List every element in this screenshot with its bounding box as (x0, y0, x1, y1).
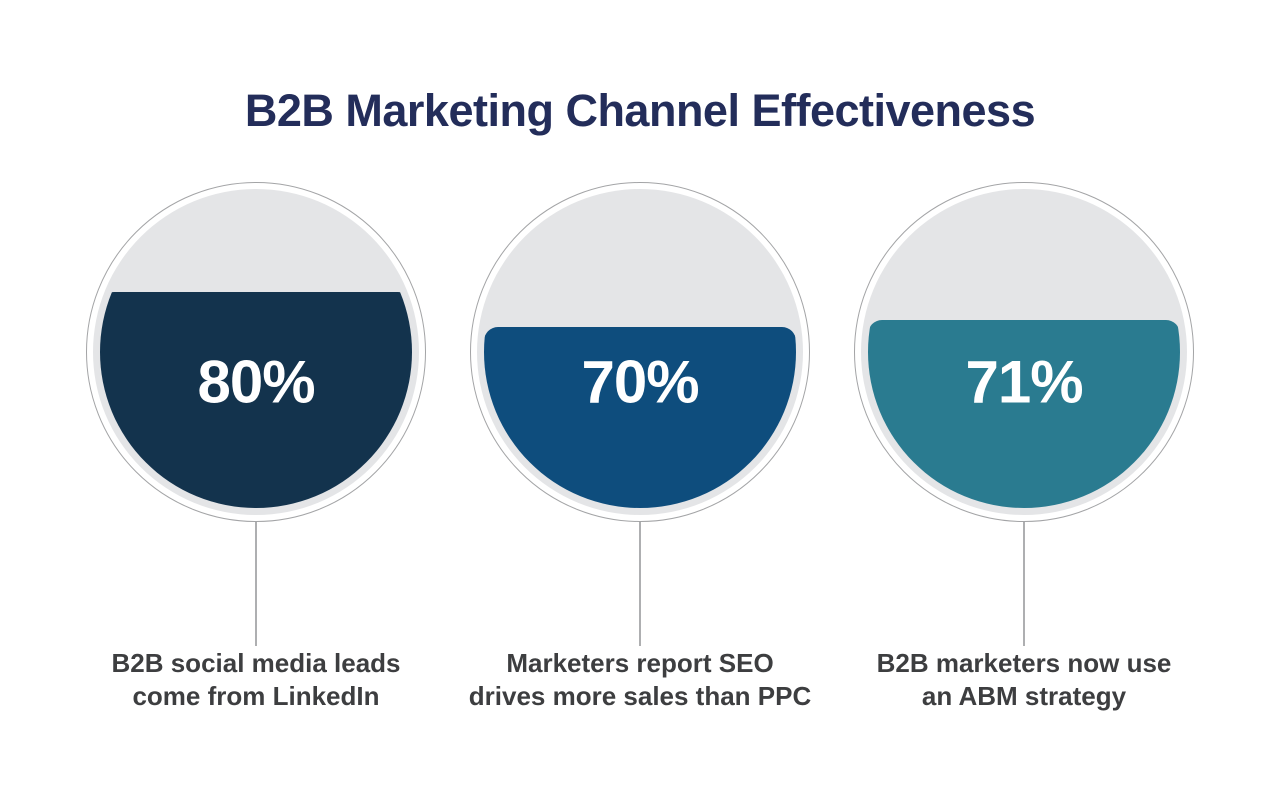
gauge-value-label: 71% (965, 348, 1083, 416)
gauge-caption: Marketers report SEO drives more sales t… (469, 647, 811, 715)
gauge-caption: B2B marketers now use an ABM strategy (877, 647, 1172, 715)
gauge-circle: 80% (86, 181, 426, 522)
gauge-column-abm: 71% B2B marketers now use an ABM strateg… (854, 181, 1194, 715)
gauge-track (93, 188, 419, 515)
caption-line-1: B2B social media leads (111, 647, 401, 678)
page-title: B2B Marketing Channel Effectiveness (244, 85, 1036, 136)
infographic-canvas: B2B Marketing Channel Effectiveness 80% … (0, 86, 1280, 810)
gauge-fill-clip (868, 196, 1180, 508)
gauge-fill (868, 320, 1180, 508)
gauge-circle: 70% (470, 181, 810, 522)
gauge-value-label: 70% (581, 348, 699, 416)
gauge-track (477, 188, 803, 515)
connector-line (255, 521, 257, 646)
caption-line-2: an ABM strategy (921, 681, 1127, 712)
caption-line-2: come from LinkedIn (132, 681, 380, 712)
gauge-fill (484, 326, 796, 508)
caption-line-2: drives more sales than PPC (468, 681, 812, 712)
gauges-row: 80% B2B social media leads come from Lin… (0, 181, 1280, 715)
gauge-fill (100, 292, 412, 508)
connector-line (639, 521, 641, 646)
gauge-circle: 71% (854, 181, 1194, 522)
gauge-fill-clip (484, 196, 796, 508)
gauge-value-label: 80% (197, 348, 315, 416)
caption-line-1: B2B marketers now use (876, 647, 1172, 678)
caption-line-1: Marketers report SEO (506, 647, 774, 678)
gauge-column-linkedin: 80% B2B social media leads come from Lin… (86, 181, 426, 715)
gauge-column-seo: 70% Marketers report SEO drives more sal… (469, 181, 811, 715)
gauge-fill-clip (100, 196, 412, 508)
gauge-caption: B2B social media leads come from LinkedI… (111, 647, 400, 715)
connector-line (1023, 521, 1025, 646)
gauge-track (861, 188, 1187, 515)
